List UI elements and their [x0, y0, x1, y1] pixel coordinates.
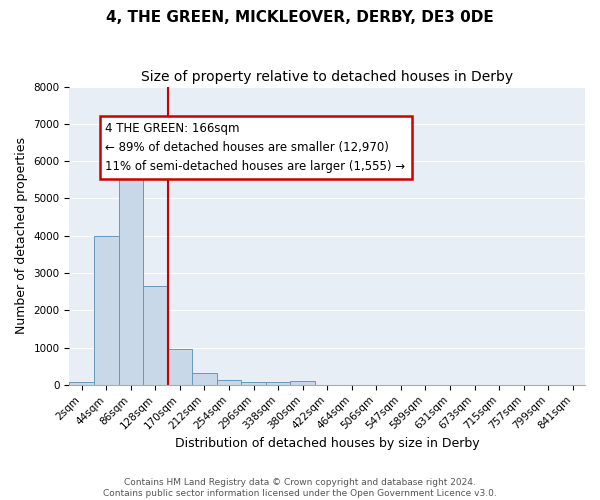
Bar: [70, 382, 94, 385]
Bar: [217, 380, 241, 385]
Bar: [241, 382, 266, 385]
Text: 4 THE GREEN: 166sqm
← 89% of detached houses are smaller (12,970)
11% of semi-de: 4 THE GREEN: 166sqm ← 89% of detached ho…: [106, 122, 406, 174]
Bar: [143, 286, 167, 385]
Bar: [290, 382, 315, 385]
Bar: [167, 350, 192, 385]
Y-axis label: Number of detached properties: Number of detached properties: [15, 137, 28, 334]
Bar: [192, 374, 217, 385]
Bar: [94, 236, 119, 385]
Bar: [266, 382, 290, 385]
Title: Size of property relative to detached houses in Derby: Size of property relative to detached ho…: [141, 70, 513, 84]
Text: 4, THE GREEN, MICKLEOVER, DERBY, DE3 0DE: 4, THE GREEN, MICKLEOVER, DERBY, DE3 0DE: [106, 10, 494, 25]
Bar: [119, 140, 143, 385]
X-axis label: Distribution of detached houses by size in Derby: Distribution of detached houses by size …: [175, 437, 479, 450]
Text: Contains HM Land Registry data © Crown copyright and database right 2024.
Contai: Contains HM Land Registry data © Crown c…: [103, 478, 497, 498]
